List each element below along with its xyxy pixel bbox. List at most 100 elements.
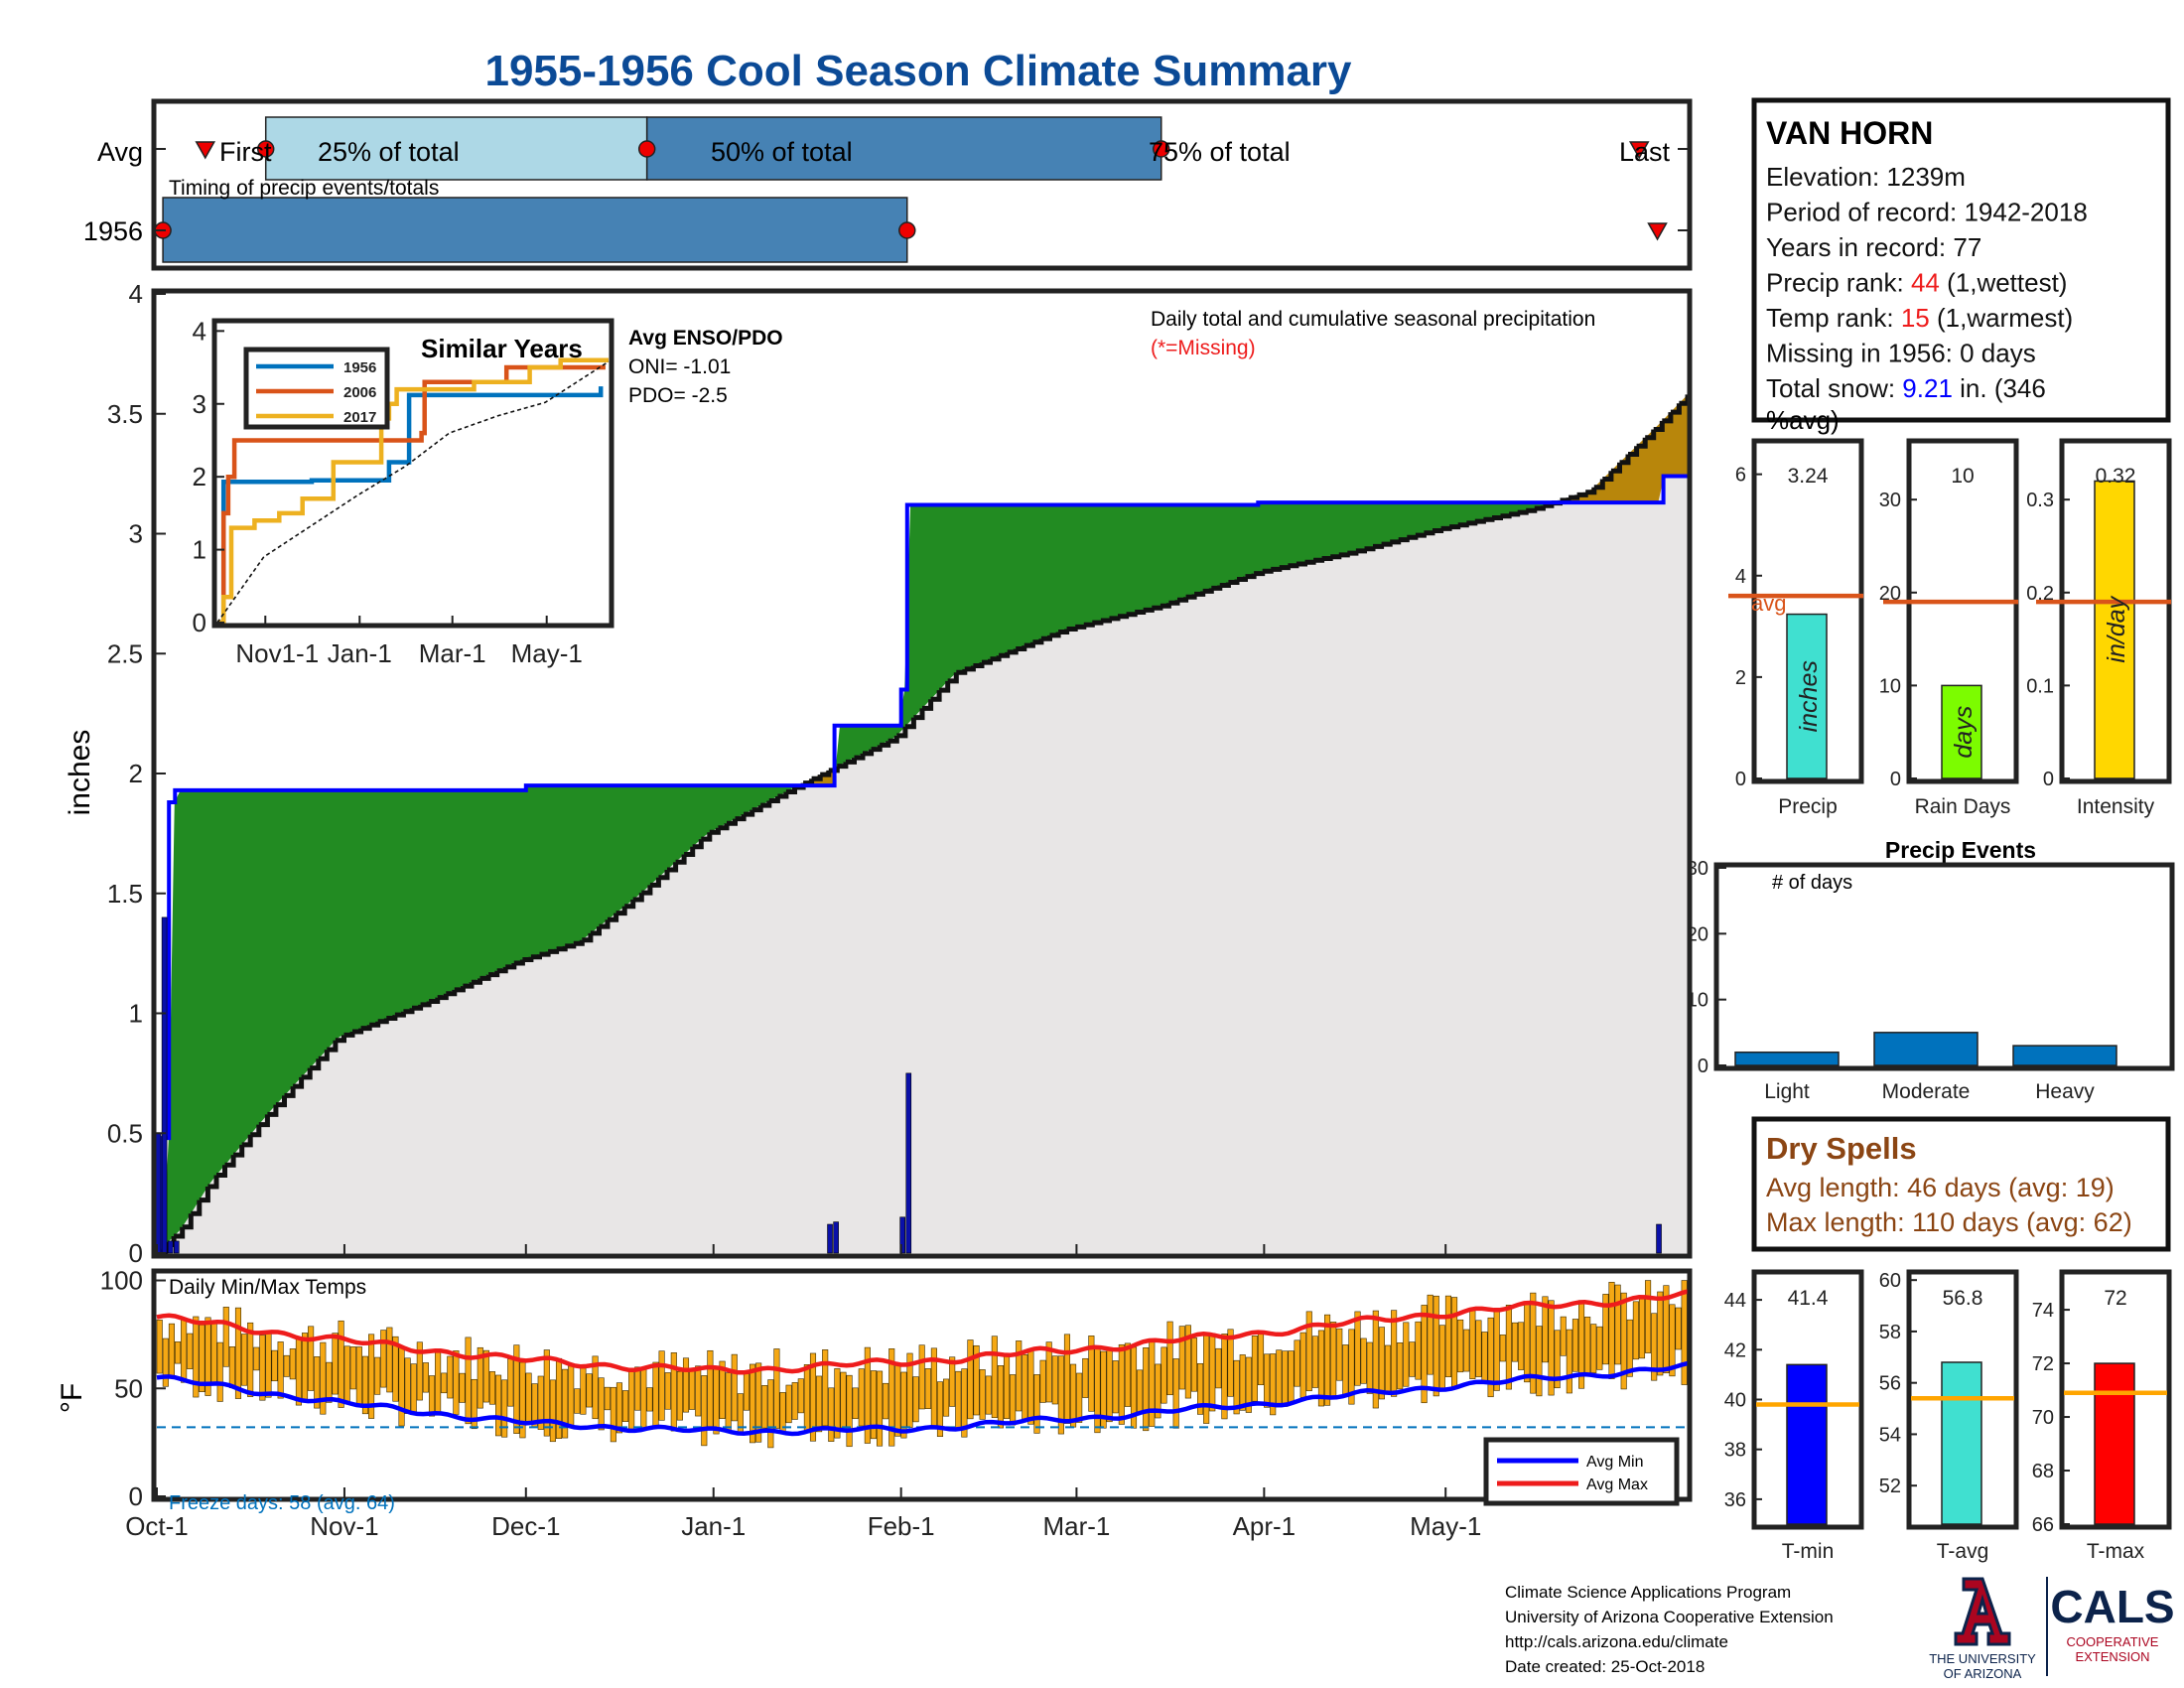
freeze-days: Freeze days: 58 (avg. 64) (169, 1492, 395, 1514)
daily-temp-range-bar (1276, 1349, 1283, 1408)
daily-temp-range-bar (241, 1334, 248, 1386)
top-bar-y-tick-label: 0 (1890, 769, 1901, 790)
daily-temp-range-bar (428, 1375, 436, 1417)
daily-temp-range-bar (755, 1362, 762, 1443)
daily-temp-range-bar (767, 1379, 774, 1449)
daily-temp-range-bar (1317, 1330, 1325, 1407)
daily-temp-range-bar (924, 1368, 931, 1409)
inset-x-tick-label: Jan-1 (328, 638, 392, 668)
temp-bar-value (2094, 1362, 2135, 1525)
daily-temp-range-bar (1427, 1294, 1433, 1375)
daily-temp-range-bar (834, 1368, 841, 1439)
daily-temp-range-bar (1070, 1363, 1077, 1428)
top-bar-category: Intensity (2077, 795, 2155, 818)
daily-temp-range-bar (1554, 1330, 1561, 1389)
top-bar-y-tick-label: 10 (1879, 675, 1901, 697)
precip-events-ylabel: # of days (1772, 872, 1852, 894)
daily-temp-range-bar (525, 1372, 532, 1422)
daily-temp-range-bar (168, 1323, 175, 1378)
station-line-label: Period of record: (1766, 198, 1964, 227)
precip-event-category: Light (1764, 1080, 1810, 1103)
daily-temp-range-bar (374, 1356, 381, 1395)
daily-temp-range-bar (332, 1333, 339, 1395)
station-line-value: 44 (1911, 268, 1940, 298)
temp-y-tick-label: 0 (129, 1481, 143, 1511)
temp-bar-category: T-avg (1937, 1540, 1989, 1563)
inset-legend: 1956 2006 2017 (256, 359, 376, 426)
daily-temp-range-bar (488, 1371, 496, 1405)
daily-temp-range-bar (822, 1349, 829, 1427)
date-x-tick-label: Feb-1 (868, 1511, 935, 1541)
top-bar-category: Rain Days (1915, 795, 2011, 818)
daily-temp-range-bar (301, 1333, 309, 1400)
daily-temp-range-bar (628, 1370, 635, 1431)
daily-temp-range-bar (858, 1368, 865, 1427)
top-bar-y-tick-label: 0.1 (2026, 675, 2054, 697)
daily-temp-range-bar (314, 1356, 321, 1409)
temp-bar-y-tick-label: 70 (2032, 1407, 2054, 1429)
daily-temp-range-bar (1354, 1311, 1361, 1386)
date-x-tick-label: Dec-1 (491, 1511, 560, 1541)
top-bar-y-tick-label: 6 (1735, 465, 1746, 487)
temp-y-tick-label: 100 (100, 1266, 143, 1296)
daily-temp-range-bar (773, 1348, 780, 1429)
daily-temp-range-bar (416, 1341, 423, 1401)
season-last-triangle-icon (1647, 222, 1668, 241)
daily-temp-range-bar (803, 1364, 810, 1434)
station-line-value: 1239m (1886, 162, 1966, 192)
cals-wordmark: CALS (2050, 1581, 2174, 1632)
daily-temp-range-bar (1336, 1328, 1343, 1381)
precip-event-bar (2012, 1045, 2117, 1066)
daily-temp-range-bar (791, 1382, 798, 1420)
daily-temp-range-bar (1190, 1337, 1198, 1392)
daily-temp-range-bar (343, 1345, 350, 1402)
timing-row-1956: 1956 (83, 216, 143, 246)
missing-note: (*=Missing) (1151, 337, 1256, 359)
dry-spells-frame (1751, 1116, 2171, 1252)
top-bar-unit: days (1950, 706, 1978, 759)
daily-precip-bar (905, 1072, 912, 1254)
season-total-bars: 3.24 inches Precip 0 2 4 6 avg 10 days Rain Days 0 1… (1728, 438, 2172, 818)
inset-legend-label: 2006 (343, 384, 376, 401)
daily-temp-range-bar (1669, 1304, 1676, 1377)
daily-temp-range-bar (308, 1326, 315, 1391)
temp-y-label: °F (56, 1383, 88, 1413)
footer-line-1: Climate Science Applications Program (1505, 1583, 1791, 1602)
daily-temp-range-bar (1282, 1350, 1289, 1407)
temp-bar-y-tick-label: 44 (1724, 1290, 1746, 1312)
daily-temp-range-bar (1257, 1334, 1265, 1385)
daily-temp-range-bar (1203, 1334, 1210, 1424)
ua-name-2: OF ARIZONA (1944, 1666, 2022, 1681)
avg-max-temp-line (156, 1289, 1689, 1375)
daily-temp-range-bar (652, 1361, 659, 1428)
daily-temp-range-bar (943, 1378, 950, 1417)
temp-plot-border (151, 1268, 1693, 1502)
daily-temp-range-bar (1264, 1353, 1271, 1408)
daily-temp-range-bar (228, 1345, 235, 1389)
daily-temp-range-bar (1391, 1310, 1398, 1397)
precip-y-tick-label: 0.5 (107, 1118, 143, 1148)
daily-temp-range-bar (398, 1345, 405, 1427)
daily-temp-range-bar (361, 1355, 369, 1415)
date-x-axis: Oct-1 Nov-1 Dec-1 Jan-1 Feb-1 Mar-1 Apr-1 May-1 (125, 1244, 1481, 1541)
above-average-area (162, 785, 793, 1253)
daily-temp-range-bar (1003, 1353, 1011, 1419)
cals-logo: CALS COOPERATIVE EXTENSION (2050, 1581, 2174, 1664)
daily-temp-range-bar (380, 1330, 387, 1388)
daily-temp-range-bar (1675, 1307, 1682, 1350)
daily-temp-range-bar (265, 1331, 272, 1398)
daily-temp-range-bar (1638, 1297, 1646, 1359)
daily-temp-range-bar (840, 1371, 847, 1429)
temp-legend-box (1483, 1437, 1680, 1506)
daily-temp-range-bar (967, 1339, 974, 1420)
station-line-label: Missing in 1956: (1766, 339, 1960, 368)
similar-years-inset: 0 1 2 3 4 Nov1-1 Jan-1 Mar-1 May-1 Similar Years… (193, 316, 614, 668)
daily-temp-range-bar (271, 1349, 278, 1382)
inset-y-tick-label: 4 (193, 316, 206, 346)
daily-temp-range-bar (1330, 1322, 1337, 1399)
inset-axes: 0 1 2 3 4 Nov1-1 Jan-1 Mar-1 May-1 (193, 316, 583, 668)
page-title: 1955-1956 Cool Season Climate Summary (484, 47, 1352, 95)
precip-y-tick-label: 4 (129, 279, 143, 309)
daily-temp-range-bar (1239, 1354, 1246, 1411)
daily-temp-range-bar (1645, 1280, 1652, 1353)
